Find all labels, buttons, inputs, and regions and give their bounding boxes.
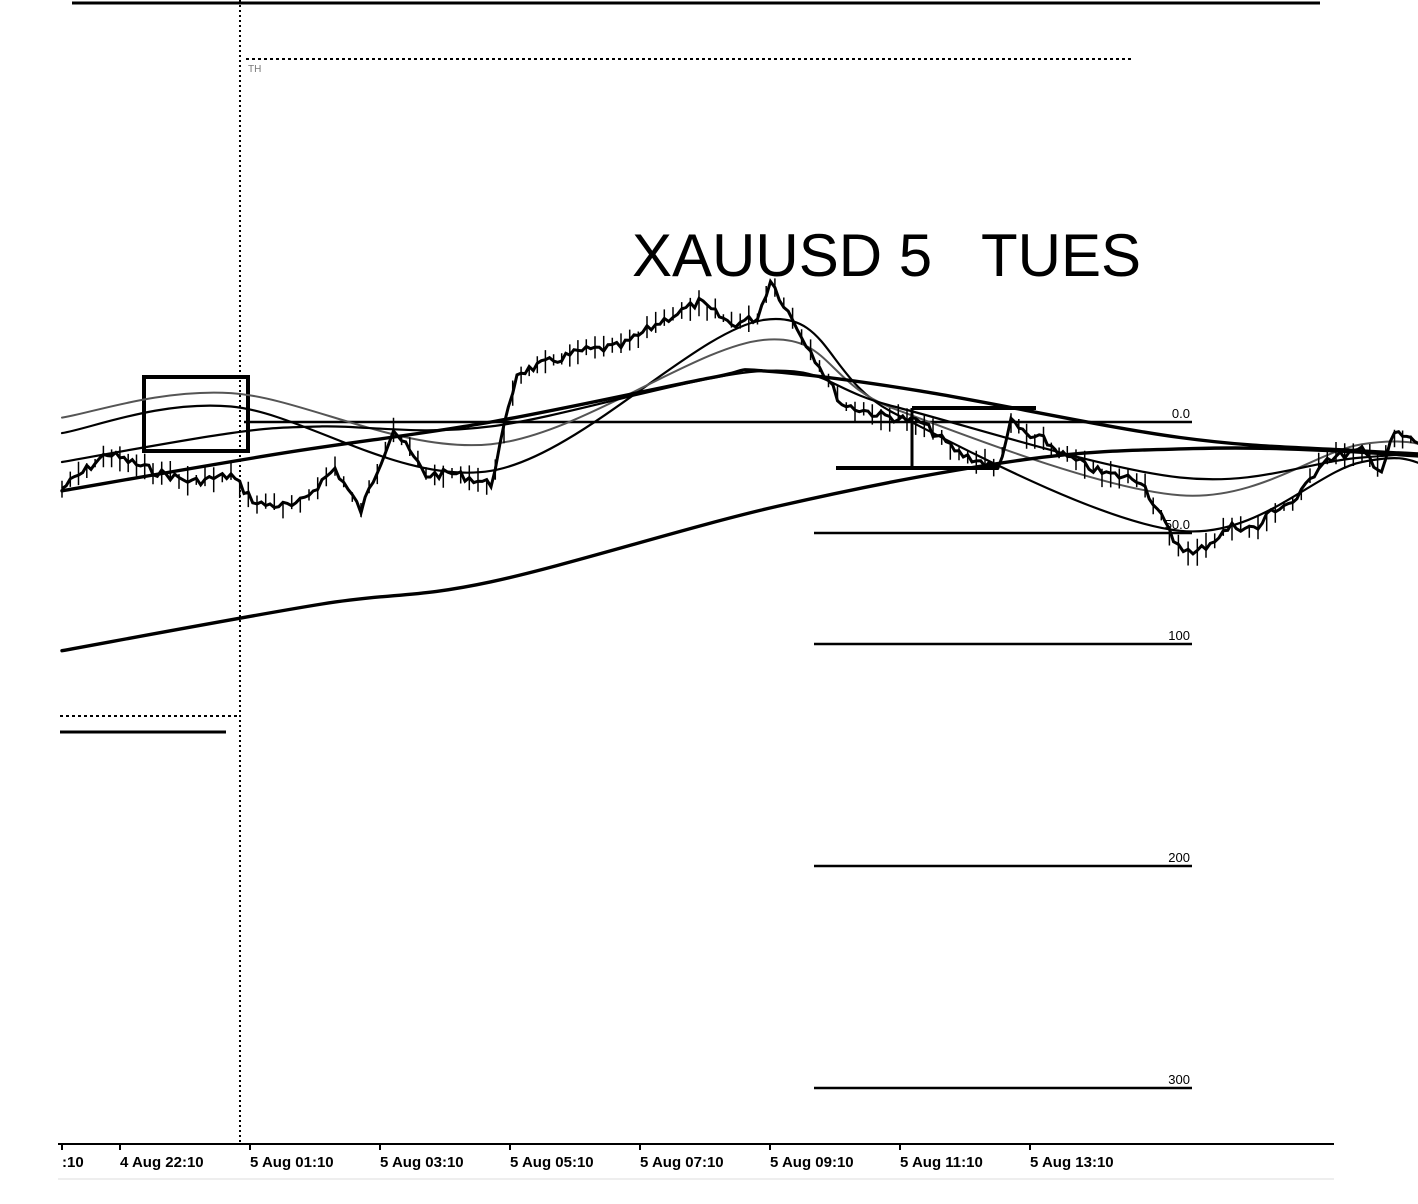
moving-average-line-5 [60,446,1418,653]
x-tick-label: 5 Aug 11:10 [900,1154,983,1171]
price-line [61,278,1418,556]
fib-level-label: 100 [1168,628,1190,643]
x-tick-label: 5 Aug 07:10 [640,1154,724,1171]
price-bar-wicks [61,278,1412,566]
x-tick-label: 5 Aug 09:10 [770,1154,854,1171]
moving-average-line-1 [60,317,1418,533]
fib-level-label: 0.0 [1172,406,1190,421]
range-box [142,375,250,453]
moving-average-line-2 [61,338,1418,497]
x-tick-label: :10 [62,1154,84,1171]
fib-level-label: 300 [1168,1072,1190,1087]
chart-title: XAUUSD 5 TUES [632,222,1141,289]
x-tick-label: 5 Aug 13:10 [1030,1154,1114,1171]
x-tick-label: 5 Aug 05:10 [510,1154,594,1171]
x-tick-label: 5 Aug 01:10 [250,1154,334,1171]
period-marker-label: TH [248,64,261,75]
fib-level-label: 200 [1168,850,1190,865]
x-tick-label: 4 Aug 22:10 [120,1154,204,1171]
x-tick-label: 5 Aug 03:10 [380,1154,464,1171]
fib-level-label: 50.0 [1165,517,1190,532]
